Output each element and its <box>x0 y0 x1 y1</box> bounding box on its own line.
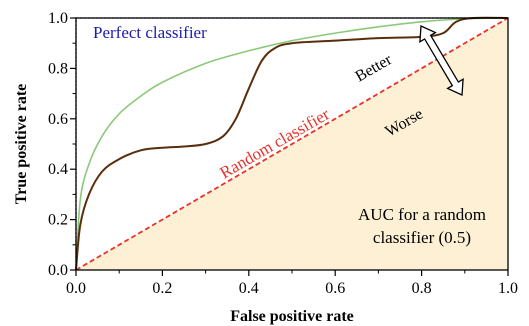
x-tick-label: 1.0 <box>498 280 518 297</box>
x-tick-label: 0.0 <box>66 280 86 297</box>
better-label: Better <box>353 51 396 86</box>
y-tick-label: 0.2 <box>48 212 68 229</box>
y-axis-label: True positive rate <box>13 84 30 205</box>
x-tick-label: 0.4 <box>239 280 259 297</box>
auc-label-line2: classifier (0.5) <box>373 228 471 247</box>
auc-label-line1: AUC for a random <box>358 205 486 224</box>
x-tick-label: 0.8 <box>412 280 432 297</box>
y-tick-label: 0.0 <box>48 262 68 279</box>
x-tick-label: 0.6 <box>325 280 345 297</box>
double-arrow-shape <box>419 25 464 96</box>
x-axis-label: False positive rate <box>230 308 354 325</box>
perfect-classifier-label: Perfect classifier <box>93 23 207 42</box>
series-line-roc-3 <box>75 16 509 271</box>
x-tick-label: 0.2 <box>152 280 172 297</box>
y-tick-label: 0.4 <box>48 161 68 178</box>
series-line-roc-2 <box>75 17 509 271</box>
y-tick-label: 0.6 <box>48 111 68 128</box>
ticks-layer: 0.0 0.2 0.4 0.6 0.8 1.0 0.0 0.2 0.4 0.6 0.8 1.0 <box>48 10 518 297</box>
y-tick-label: 0.8 <box>48 60 68 77</box>
series-line-random-classifier <box>75 17 509 271</box>
better-worse-double-arrow <box>419 25 464 96</box>
y-tick-label: 1.0 <box>48 10 68 27</box>
